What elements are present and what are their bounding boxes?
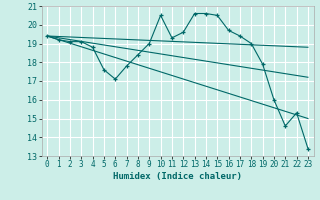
- X-axis label: Humidex (Indice chaleur): Humidex (Indice chaleur): [113, 172, 242, 181]
